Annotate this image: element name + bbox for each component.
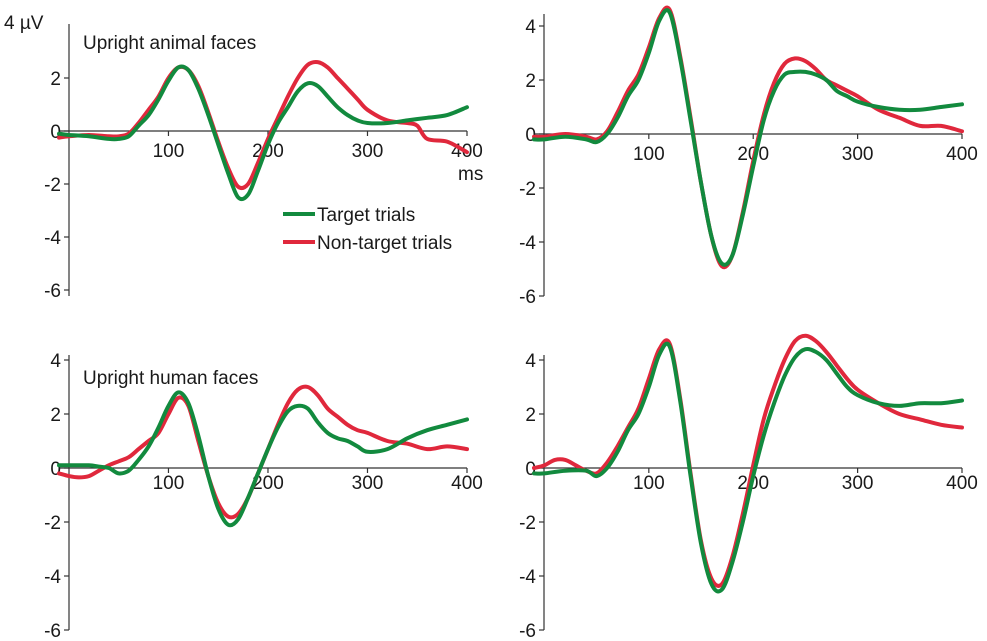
y-tick-label: -6: [519, 621, 536, 641]
y-tick-label: -2: [519, 513, 536, 534]
series-line-non-target-trials: [532, 5, 964, 270]
x-tick-label: 300: [352, 473, 384, 494]
x-tick-label: 100: [153, 141, 185, 162]
panel-title: Upright human faces: [83, 368, 258, 389]
x-tick-label: 400: [946, 473, 978, 494]
x-tick-label: 100: [153, 473, 185, 494]
x-ticks: 100 200 300 400: [153, 468, 483, 494]
y-tick-label: 2: [525, 71, 536, 92]
x-tick-label: 300: [842, 473, 874, 494]
y-tick-label: -4: [519, 567, 536, 588]
y-tick-label: -4: [519, 233, 536, 254]
y-tick-label: 2: [50, 69, 61, 90]
series-line-target-trials: [57, 64, 469, 202]
y-tick-label: -4: [44, 567, 61, 588]
y-tick-label: -2: [44, 175, 61, 196]
x-ticks: 100 200 300 400: [633, 468, 978, 494]
x-ticks: 100 200 300 400: [633, 134, 978, 165]
series-line-target-trials: [532, 341, 964, 594]
series-line-non-target-trials: [57, 59, 469, 191]
y-tick-label: -6: [519, 287, 536, 308]
y-tick-label: 4: [525, 351, 536, 372]
y-tick-label: 0: [50, 459, 61, 480]
x-tick-label: 200: [252, 473, 284, 494]
y-tick-label: 4: [525, 17, 536, 38]
y-tick-label: -6: [44, 621, 61, 641]
y-ticks: -6 -4 -2 0 2 4: [519, 17, 544, 308]
y-tick-label: -6: [44, 281, 61, 302]
y-ticks: -6 -4 -2 0 2 4: [44, 351, 69, 641]
y-tick-label: -2: [44, 513, 61, 534]
y-tick-label: 2: [50, 405, 61, 426]
y-ticks: -6 -4 -2 0 2 4: [519, 351, 544, 641]
x-tick-label: 300: [352, 141, 384, 162]
series-layer: [57, 384, 469, 528]
panel-title: Upright animal faces: [83, 33, 256, 54]
x-tick-label: 400: [946, 144, 978, 165]
series-layer: [57, 59, 469, 202]
legend: Target trials Non-target trials: [283, 205, 452, 254]
panel-upright-human-faces: Upright human faces -6 -4 -2 0 2 4 100 200 300 4…: [44, 351, 483, 641]
series-line-non-target-trials: [57, 384, 469, 520]
x-tick-label: 300: [842, 144, 874, 165]
panel-upright-animal-faces: 4 µV ms Upright animal faces -6 -4 -2 0 2 10…: [4, 13, 483, 302]
y-tick-label: -2: [519, 179, 536, 200]
x-unit-label: ms: [458, 164, 483, 185]
y-tick-label: 0: [525, 125, 536, 146]
legend-label-target-trials: Target trials: [317, 205, 415, 226]
x-tick-label: 100: [633, 144, 665, 165]
y-tick-label: 0: [50, 122, 61, 143]
series-layer: [532, 5, 964, 270]
legend-label-non-target-trials: Non-target trials: [317, 233, 452, 254]
series-line-target-trials: [532, 8, 964, 267]
x-tick-label: 400: [451, 473, 483, 494]
y-tick-label: 0: [525, 459, 536, 480]
y-ticks: -6 -4 -2 0 2: [44, 69, 69, 302]
x-ticks: 100 200 300 400: [153, 131, 483, 162]
x-tick-label: 100: [633, 473, 665, 494]
series-line-target-trials: [57, 390, 469, 528]
y-unit-label: 4 µV: [4, 13, 44, 34]
y-tick-label: 2: [525, 405, 536, 426]
series-layer: [532, 333, 964, 594]
y-tick-label: 4: [50, 351, 61, 372]
y-tick-label: -4: [44, 228, 61, 249]
series-line-non-target-trials: [532, 333, 964, 588]
